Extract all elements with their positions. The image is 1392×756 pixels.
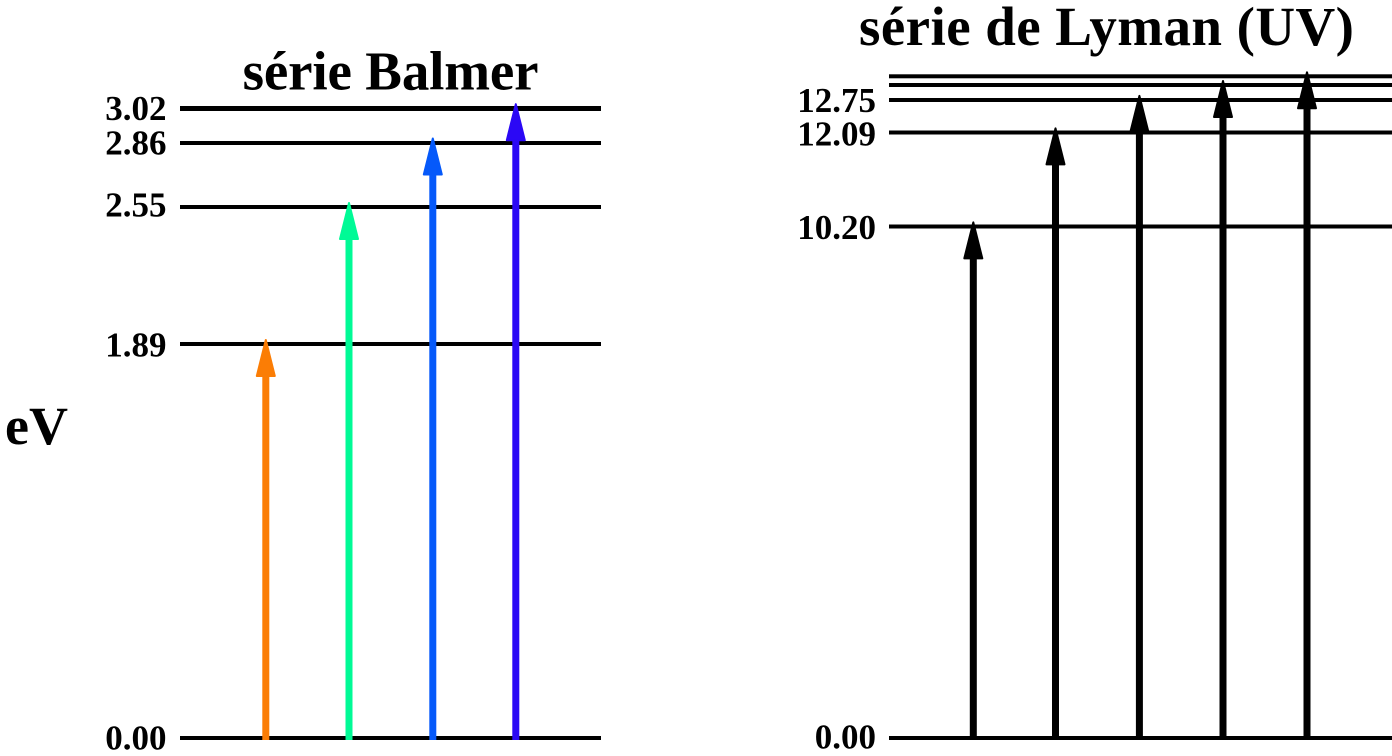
svg-text:eV: eV (5, 396, 68, 456)
svg-text:2.86: 2.86 (105, 123, 166, 162)
svg-text:2.55: 2.55 (105, 186, 166, 225)
svg-text:série de Lyman (UV): série de Lyman (UV) (859, 0, 1354, 57)
svg-text:0.00: 0.00 (815, 718, 876, 756)
svg-text:10.20: 10.20 (797, 208, 876, 247)
svg-text:12.75: 12.75 (797, 81, 876, 120)
svg-text:série Balmer: série Balmer (243, 40, 539, 101)
svg-text:3.02: 3.02 (105, 89, 166, 128)
svg-text:12.09: 12.09 (797, 115, 876, 154)
svg-text:0.00: 0.00 (105, 719, 166, 756)
svg-text:1.89: 1.89 (105, 326, 166, 365)
